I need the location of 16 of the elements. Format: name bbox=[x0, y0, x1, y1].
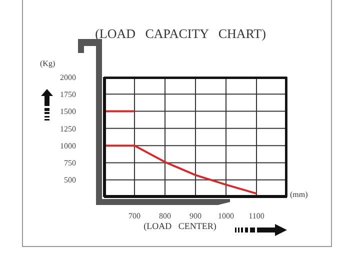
y-tick-label: 1750 bbox=[60, 90, 76, 99]
x-axis-title: (LOAD CENTER) bbox=[142, 221, 218, 231]
y-tick-label: 1000 bbox=[60, 141, 76, 150]
x-tick-label: 1100 bbox=[248, 212, 264, 221]
y-tick-label: 750 bbox=[64, 158, 76, 168]
chart-title: (LOAD CAPACITY CHART) bbox=[94, 26, 267, 42]
x-tick-label: 900 bbox=[190, 212, 202, 221]
y-tick-label: 500 bbox=[64, 176, 76, 185]
y-tick-label: 1250 bbox=[60, 124, 76, 134]
x-tick-label: 800 bbox=[159, 212, 171, 221]
x-tick-label: 1000 bbox=[218, 212, 234, 221]
text: (mm) bbox=[290, 190, 308, 199]
y-axis-title: (Kg) bbox=[40, 59, 56, 68]
x-tick-label: 700 bbox=[128, 212, 140, 221]
y-tick-label: 1500 bbox=[60, 107, 76, 116]
y-tick-label: 2000 bbox=[60, 72, 76, 82]
